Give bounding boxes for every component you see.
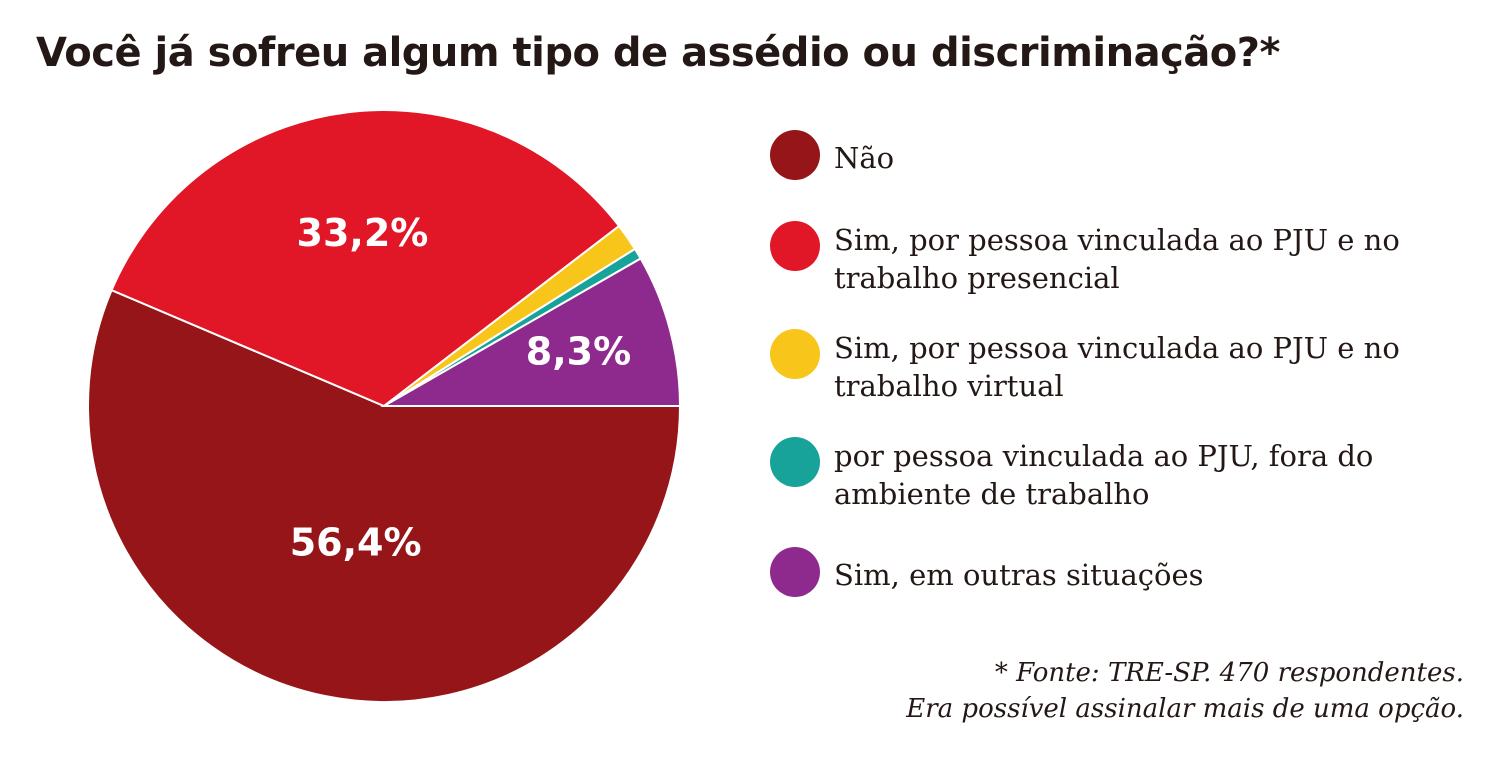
- chart-title: Você já sofreu algum tipo de assédio ou …: [36, 30, 1280, 76]
- pie-slice-presencial: [110, 109, 621, 408]
- legend-item-presencial: Sim, por pessoa vinculada ao PJU e no tr…: [770, 221, 1470, 297]
- pie-slice-nao: [87, 288, 682, 703]
- pie-slice-outras: [380, 257, 682, 407]
- footnote-source: * Fonte: TRE-SP. 470 respondentes.: [994, 658, 1464, 688]
- legend-swatch: [770, 437, 820, 487]
- legend-item-fora-trabalho: por pessoa vinculada ao PJU, fora do amb…: [770, 437, 1470, 513]
- legend-swatch: [770, 221, 820, 271]
- pie-chart: 56,4% 33,2% 8,3%: [87, 109, 682, 703]
- legend-item-outras: Sim, em outras situações: [770, 547, 1470, 606]
- legend-swatch: [770, 329, 820, 379]
- source-footnote: * Fonte: TRE-SP. 470 respondentes. Era p…: [906, 655, 1464, 727]
- footnote-note: Era possível assinalar mais de uma opção…: [906, 694, 1464, 724]
- legend-label: por pessoa vinculada ao PJU, fora do amb…: [834, 439, 1374, 511]
- legend-label: Não: [834, 141, 895, 175]
- legend-item-nao: Não: [770, 130, 1470, 189]
- legend: Não Sim, por pessoa vinculada ao PJU e n…: [770, 130, 1470, 640]
- legend-label: Sim, por pessoa vinculada ao PJU e no tr…: [834, 223, 1400, 295]
- slice-value-label-nao: 56,4%: [290, 521, 422, 565]
- legend-item-virtual: Sim, por pessoa vinculada ao PJU e no tr…: [770, 329, 1470, 405]
- slice-value-label-outras: 8,3%: [526, 330, 631, 374]
- legend-label: Sim, em outras situações: [834, 558, 1204, 592]
- legend-swatch: [770, 547, 820, 597]
- legend-swatch: [770, 130, 820, 180]
- slice-value-label-presencial: 33,2%: [297, 211, 429, 255]
- legend-label: Sim, por pessoa vinculada ao PJU e no tr…: [834, 331, 1400, 403]
